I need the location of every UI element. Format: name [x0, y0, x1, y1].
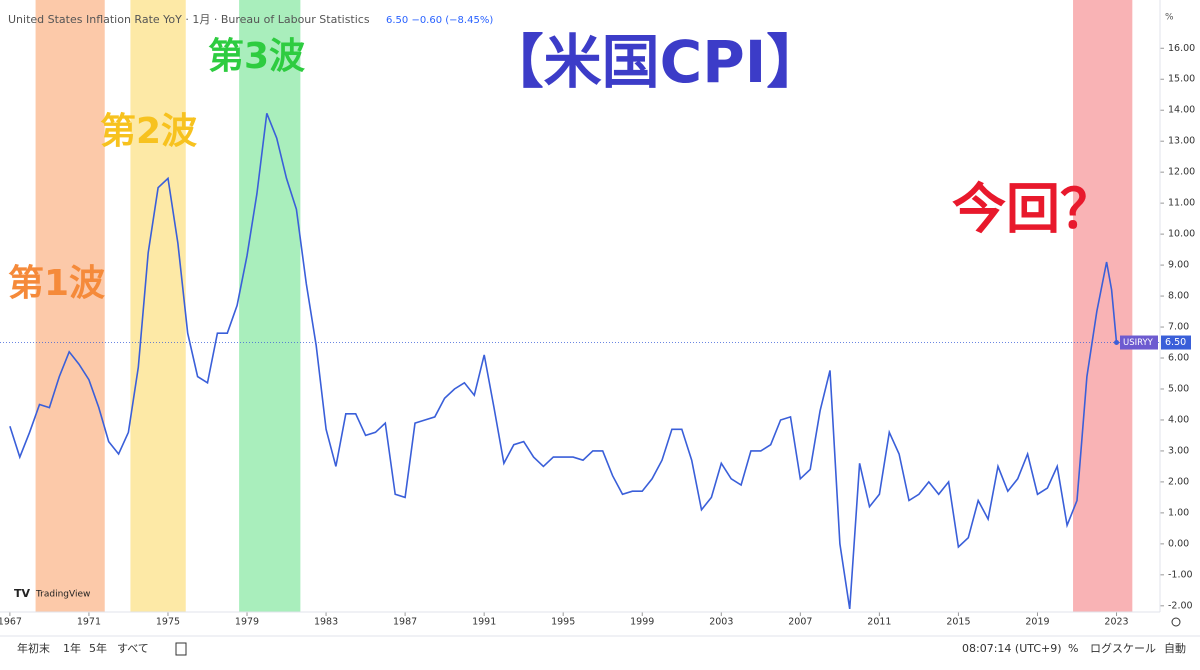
- bands: [35, 0, 1133, 612]
- x-tick-label: 1999: [630, 617, 654, 628]
- series-tag: USIRYY: [1123, 338, 1154, 348]
- x-tick-label: 2019: [1025, 617, 1049, 628]
- y-unit: %: [1165, 13, 1174, 23]
- range-button[interactable]: 1年: [63, 641, 81, 655]
- period-band: [1073, 0, 1133, 612]
- y-tick-label: 8.00: [1168, 291, 1189, 302]
- x-tick-label: 1995: [551, 617, 575, 628]
- x-tick-label: 1975: [156, 617, 180, 628]
- option-button[interactable]: ログスケール: [1090, 641, 1156, 655]
- y-tick-label: -2.00: [1168, 600, 1193, 611]
- logo: TradingView: [35, 590, 90, 600]
- range-button[interactable]: 5年: [89, 641, 107, 655]
- price-tag: 6.50: [1165, 337, 1186, 348]
- y-tick-label: 11.00: [1168, 198, 1195, 209]
- band-label: 第2波: [100, 111, 197, 152]
- y-tick-label: 6.00: [1168, 353, 1189, 364]
- series-tag-bg: [1120, 335, 1158, 350]
- settings-icon[interactable]: [1171, 617, 1181, 627]
- band-label: 第3波: [208, 36, 305, 77]
- header-title: United States Inflation Rate YoY · 1月 · …: [8, 13, 370, 26]
- x-tick-label: 2011: [867, 617, 891, 628]
- period-band: [130, 0, 186, 612]
- price-tag-bg: [1161, 335, 1191, 350]
- y-tick-label: 13.00: [1168, 136, 1195, 147]
- x-tick-label: 2003: [709, 617, 733, 628]
- y-tick-label: 9.00: [1168, 260, 1189, 271]
- clock: 08:07:14 (UTC+9): [962, 642, 1062, 655]
- y-tick-label: 5.00: [1168, 383, 1189, 394]
- date-range-icon[interactable]: [175, 642, 187, 656]
- y-tick-label: 14.00: [1168, 105, 1195, 116]
- x-tick-label: 1991: [472, 617, 496, 628]
- x-tick-label: 1979: [235, 617, 259, 628]
- last-point: [1114, 340, 1120, 346]
- y-tick-label: 1.00: [1168, 507, 1189, 518]
- period-band: [35, 0, 105, 612]
- range-button[interactable]: すべて: [117, 642, 149, 655]
- x-tick-label: 1983: [314, 617, 338, 628]
- band-label: 今回？: [952, 178, 1114, 241]
- range-button[interactable]: 年初末: [17, 641, 50, 655]
- x-tick-label: 1971: [77, 617, 101, 628]
- band-label: 第1波: [8, 263, 105, 304]
- y-tick-label: 16.00: [1168, 43, 1195, 54]
- option-button[interactable]: %: [1068, 642, 1078, 655]
- x-tick-label: 1967: [0, 617, 22, 628]
- y-tick-label: 4.00: [1168, 414, 1189, 425]
- x-tick-label: 2007: [788, 617, 812, 628]
- logo-icon: TV: [14, 587, 31, 600]
- y-tick-label: -1.00: [1168, 569, 1193, 580]
- y-tick-label: 15.00: [1168, 74, 1195, 85]
- x-tick-label: 2023: [1104, 617, 1128, 628]
- x-tick-label: 2015: [946, 617, 970, 628]
- option-button[interactable]: 自動: [1164, 641, 1186, 655]
- y-tick-label: 0.00: [1168, 538, 1189, 549]
- period-band: [239, 0, 301, 612]
- x-tick-label: 1987: [393, 617, 417, 628]
- axis-layer: [9, 47, 1164, 616]
- y-tick-label: 12.00: [1168, 167, 1195, 178]
- y-tick-label: 10.00: [1168, 229, 1195, 240]
- y-tick-label: 2.00: [1168, 476, 1189, 487]
- header-quote: 6.50 −0.60 (−8.45%): [386, 15, 493, 26]
- chart-title: 【米国CPI】: [486, 28, 825, 96]
- y-tick-label: 3.00: [1168, 445, 1189, 456]
- series-line: [9, 113, 1118, 610]
- y-tick-label: 7.00: [1168, 322, 1189, 333]
